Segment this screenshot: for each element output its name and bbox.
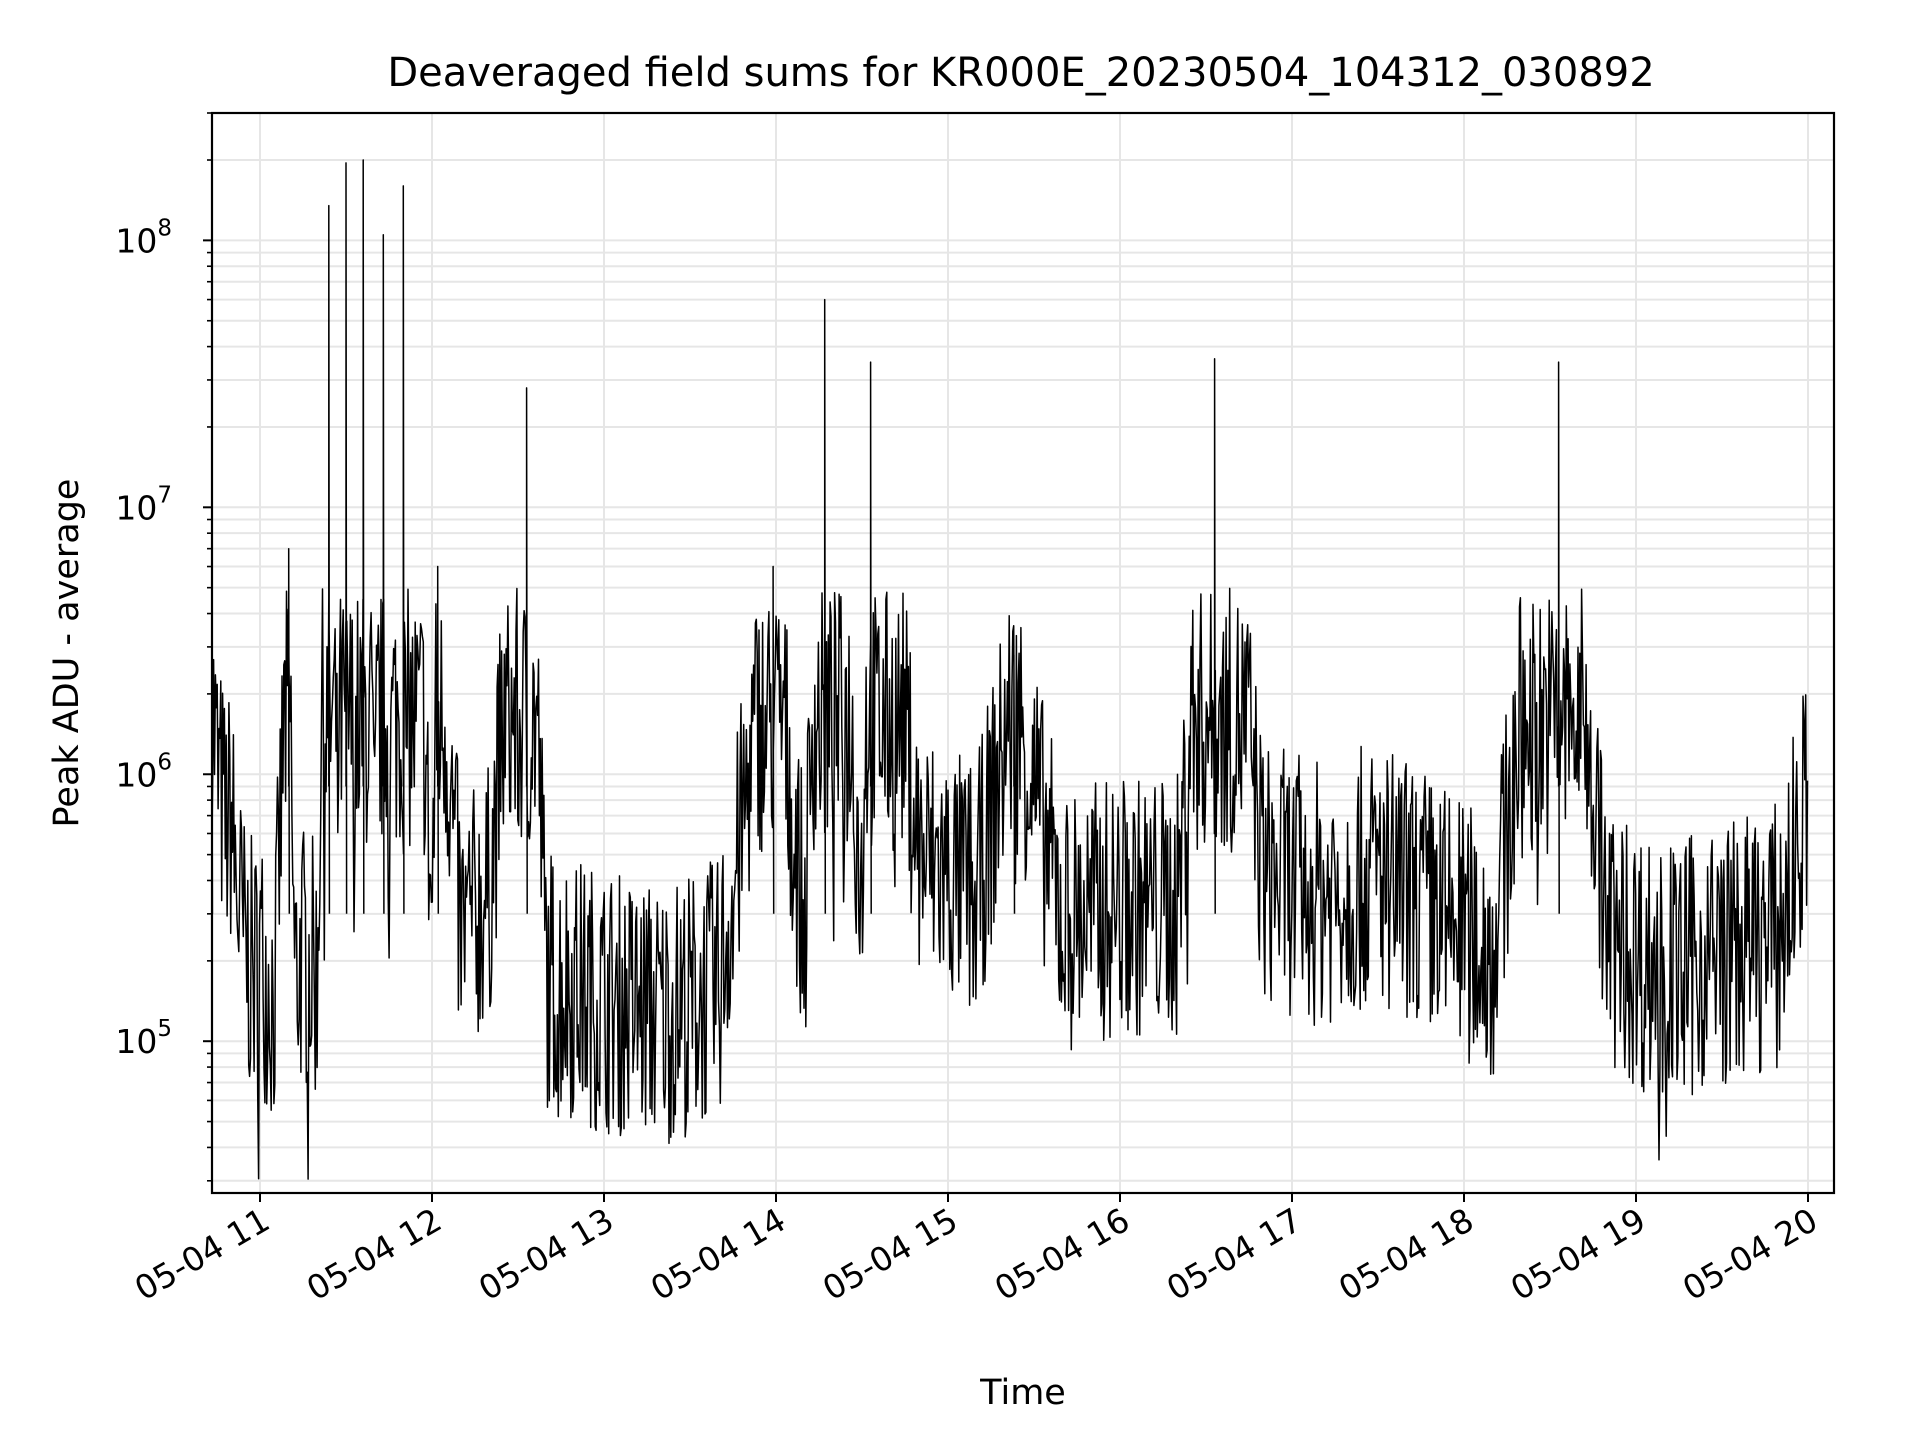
x-tick-label: 05-04 15	[816, 1200, 964, 1308]
series-line	[211, 159, 1809, 1180]
y-tick-label: 108	[115, 215, 172, 260]
x-tick-label: 05-04 17	[1160, 1200, 1308, 1308]
grid	[212, 112, 1834, 1193]
x-tick-label: 05-04 11	[128, 1200, 276, 1308]
x-tick-label: 05-04 20	[1676, 1200, 1824, 1308]
plot-frame	[210, 111, 1836, 1195]
y-tick-label: 106	[115, 749, 172, 794]
x-tick-label: 05-04 18	[1332, 1200, 1480, 1308]
x-tick-label: 05-04 14	[644, 1200, 792, 1308]
x-axis: 05-04 11 05-04 12 05-04 13 05-04 14 05-04 15…	[128, 1193, 1824, 1308]
x-axis-label: Time	[979, 1373, 1066, 1413]
x-tick-label: 05-04 12	[300, 1200, 448, 1308]
x-tick-label: 05-04 16	[988, 1200, 1136, 1308]
y-axis: 105 106 107 108	[115, 112, 212, 1182]
chart-title: Deaveraged field sums for KR000E_2023050…	[387, 50, 1654, 96]
x-tick-label: 05-04 13	[472, 1200, 620, 1308]
y-tick-label: 105	[115, 1016, 172, 1061]
y-axis-label: Peak ADU - average	[47, 479, 87, 828]
y-tick-label: 107	[115, 482, 172, 527]
x-tick-label: 05-04 19	[1504, 1200, 1652, 1308]
